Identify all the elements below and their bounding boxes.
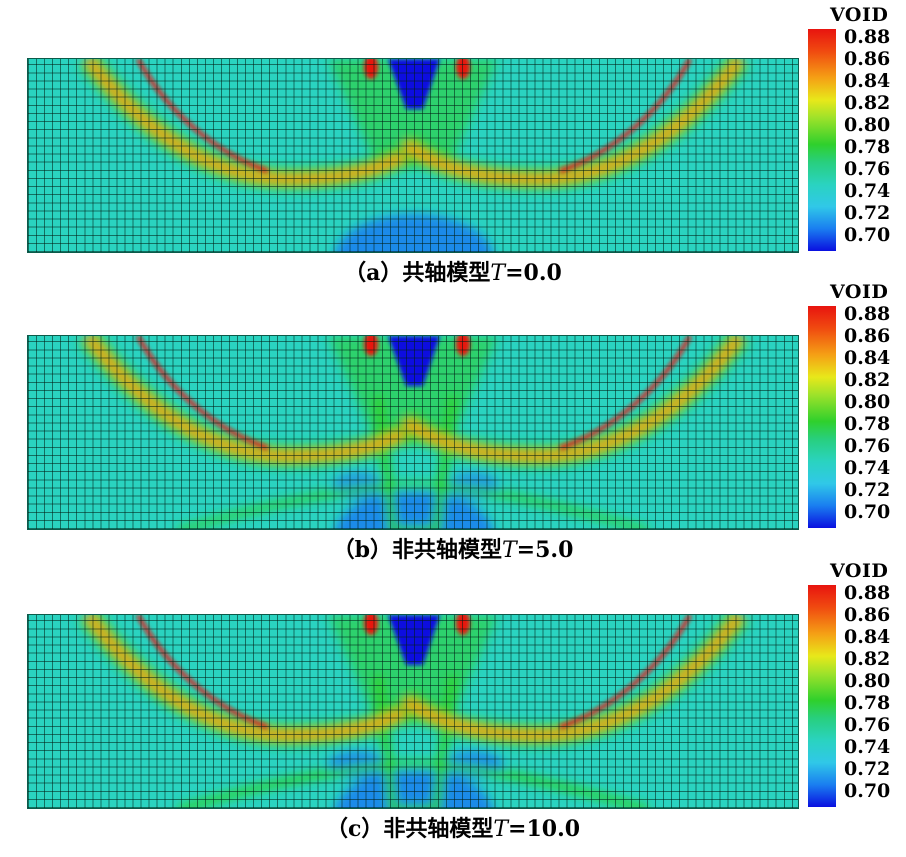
tick-label: 0.82 [844, 648, 891, 670]
tick-label: 0.80 [844, 114, 891, 136]
panel-a: VOID 0.88 0.86 0.84 0.82 0.80 0.78 0.76 … [0, 0, 906, 286]
tick-label: 0.82 [844, 369, 891, 391]
caption-text: （a）共轴模型 [344, 260, 491, 286]
colorbar [808, 585, 836, 807]
colorbar-title: VOID [830, 281, 889, 303]
caption-value: =0.0 [505, 260, 562, 286]
tick-label: 0.80 [844, 670, 891, 692]
tick-label: 0.72 [844, 758, 891, 780]
tick-label: 0.74 [844, 736, 891, 758]
tick-label: 0.86 [844, 325, 891, 347]
colorbar-ticks: 0.88 0.86 0.84 0.82 0.80 0.78 0.76 0.74 … [844, 584, 904, 810]
tick-label: 0.84 [844, 70, 891, 92]
caption-text: （c）非共轴模型 [325, 816, 494, 842]
colorbar-title: VOID [830, 4, 889, 26]
tick-label: 0.74 [844, 180, 891, 202]
tick-label: 0.84 [844, 347, 891, 369]
finite-element-mesh [28, 336, 798, 529]
panel-caption: （a）共轴模型T=0.0 [0, 255, 906, 287]
tick-label: 0.70 [844, 780, 891, 802]
panel-caption: （b）非共轴模型T=5.0 [0, 532, 906, 564]
tick-label: 0.88 [844, 582, 891, 604]
tick-label: 0.88 [844, 26, 891, 48]
tick-label: 0.78 [844, 692, 891, 714]
colorbar [808, 29, 836, 251]
tick-label: 0.72 [844, 479, 891, 501]
tick-label: 0.72 [844, 202, 891, 224]
colorbar [808, 306, 836, 528]
colorbar-title: VOID [830, 560, 889, 582]
tick-label: 0.76 [844, 158, 891, 180]
panel-c: VOID 0.88 0.86 0.84 0.82 0.80 0.78 0.76 … [0, 556, 906, 842]
colorbar-ticks: 0.88 0.86 0.84 0.82 0.80 0.78 0.76 0.74 … [844, 305, 904, 531]
caption-param: T [501, 538, 517, 563]
caption-value: =10.0 [508, 816, 581, 842]
tick-label: 0.76 [844, 435, 891, 457]
colorbar-ticks: 0.88 0.86 0.84 0.82 0.80 0.78 0.76 0.74 … [844, 28, 904, 254]
tick-label: 0.84 [844, 626, 891, 648]
tick-label: 0.88 [844, 303, 891, 325]
finite-element-mesh [28, 615, 798, 808]
tick-label: 0.86 [844, 48, 891, 70]
tick-label: 0.86 [844, 604, 891, 626]
panel-caption: （c）非共轴模型T=10.0 [0, 811, 906, 843]
tick-label: 0.80 [844, 391, 891, 413]
void-ratio-contour [27, 335, 799, 530]
tick-label: 0.70 [844, 224, 891, 246]
panel-b: VOID 0.88 0.86 0.84 0.82 0.80 0.78 0.76 … [0, 277, 906, 563]
void-ratio-contour [27, 614, 799, 809]
tick-label: 0.78 [844, 136, 891, 158]
tick-label: 0.76 [844, 714, 891, 736]
tick-label: 0.70 [844, 501, 891, 523]
caption-text: （b）非共轴模型 [332, 537, 502, 563]
caption-param: T [493, 817, 509, 842]
tick-label: 0.78 [844, 413, 891, 435]
caption-param: T [490, 261, 506, 286]
void-ratio-contour [27, 58, 799, 253]
tick-label: 0.74 [844, 457, 891, 479]
caption-value: =5.0 [516, 537, 574, 563]
finite-element-mesh [28, 59, 798, 252]
tick-label: 0.82 [844, 92, 891, 114]
